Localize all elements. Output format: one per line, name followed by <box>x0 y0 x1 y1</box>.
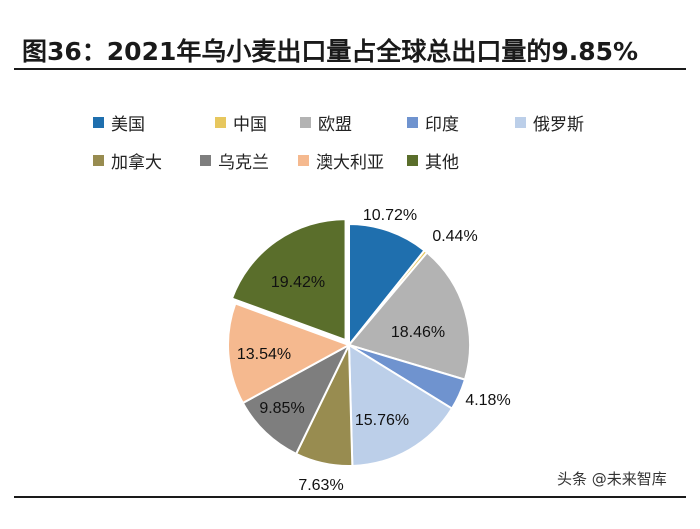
legend-item: 印度 <box>407 110 459 135</box>
data-label: 4.18% <box>465 392 510 409</box>
pie-slice <box>227 302 352 405</box>
legend-item: 乌克兰 <box>200 148 269 173</box>
legend-swatch <box>300 116 311 128</box>
legend-item: 中国 <box>215 110 267 135</box>
legend-swatch <box>298 154 309 166</box>
title-divider <box>14 68 686 70</box>
data-label: 15.76% <box>355 412 409 429</box>
watermark: 头条 @未来智库 <box>557 470 667 488</box>
pie-slice <box>347 343 454 467</box>
legend-label: 印度 <box>425 114 459 135</box>
legend-swatch <box>407 116 418 128</box>
pie-slice <box>241 342 352 456</box>
data-label: 7.63% <box>298 477 343 494</box>
legend-item: 加拿大 <box>93 148 162 173</box>
legend-label: 欧盟 <box>318 114 352 135</box>
pie-slice <box>230 218 347 342</box>
legend-swatch <box>93 154 104 166</box>
data-label: 13.54% <box>237 346 291 363</box>
legend-label: 其他 <box>425 152 459 173</box>
data-label: 18.46% <box>391 324 445 341</box>
legend-item: 美国 <box>93 110 145 135</box>
legend-swatch <box>93 116 104 128</box>
figure-title: 图36：2021年乌小麦出口量占全球总出口量的9.85% <box>22 37 639 66</box>
legend-label: 中国 <box>233 114 267 135</box>
legend-label: 澳大利亚 <box>316 152 384 173</box>
legend-swatch <box>200 154 211 166</box>
legend-label: 加拿大 <box>111 152 162 173</box>
data-label: 19.42% <box>271 274 325 291</box>
legend-item: 欧盟 <box>300 110 352 135</box>
pie-slice <box>347 251 471 381</box>
legend-label: 乌克兰 <box>218 152 269 173</box>
legend-label: 俄罗斯 <box>533 114 584 135</box>
legend-label: 美国 <box>111 114 145 135</box>
data-label: 0.44% <box>432 228 477 245</box>
legend-swatch <box>515 116 526 128</box>
data-label: 10.72% <box>363 207 417 224</box>
legend-item: 澳大利亚 <box>298 148 384 173</box>
bottom-divider <box>14 496 686 498</box>
pie-slice <box>348 222 426 348</box>
legend-item: 其他 <box>407 148 459 173</box>
legend-swatch <box>215 116 226 128</box>
legend-item: 俄罗斯 <box>515 110 584 135</box>
legend-swatch <box>407 154 418 166</box>
data-label: 9.85% <box>259 400 304 417</box>
